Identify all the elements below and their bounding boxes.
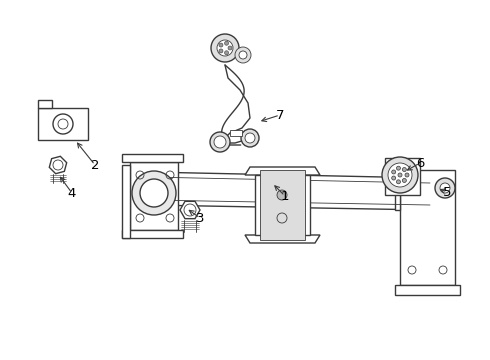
Circle shape	[140, 179, 168, 207]
Polygon shape	[260, 170, 305, 240]
Polygon shape	[130, 162, 178, 230]
Circle shape	[245, 133, 255, 143]
Circle shape	[402, 167, 406, 171]
Circle shape	[210, 132, 230, 152]
Polygon shape	[38, 108, 88, 140]
Circle shape	[211, 34, 239, 62]
Circle shape	[277, 190, 287, 200]
Circle shape	[382, 157, 418, 193]
Circle shape	[241, 129, 259, 147]
Polygon shape	[400, 170, 455, 285]
Text: 7: 7	[276, 108, 284, 122]
Circle shape	[217, 40, 233, 56]
Text: 5: 5	[443, 185, 451, 198]
Polygon shape	[49, 156, 67, 174]
Circle shape	[214, 136, 226, 148]
Circle shape	[235, 47, 251, 63]
Circle shape	[239, 51, 247, 59]
Circle shape	[402, 179, 406, 183]
Text: 2: 2	[91, 158, 99, 171]
Polygon shape	[395, 285, 460, 295]
Circle shape	[224, 51, 228, 55]
Text: 3: 3	[196, 212, 204, 225]
Polygon shape	[255, 175, 310, 235]
Polygon shape	[245, 167, 320, 175]
Text: 6: 6	[416, 157, 424, 170]
Circle shape	[405, 173, 409, 177]
Circle shape	[396, 180, 400, 184]
Circle shape	[219, 49, 223, 53]
Polygon shape	[395, 170, 400, 210]
Circle shape	[398, 173, 402, 177]
Circle shape	[440, 183, 450, 193]
Polygon shape	[122, 230, 183, 238]
Polygon shape	[148, 172, 430, 210]
Polygon shape	[38, 100, 52, 108]
Polygon shape	[180, 201, 200, 219]
Circle shape	[224, 41, 228, 45]
Text: 1: 1	[281, 189, 289, 202]
Polygon shape	[385, 158, 420, 195]
Polygon shape	[245, 235, 320, 243]
Circle shape	[396, 166, 400, 170]
Circle shape	[132, 171, 176, 215]
Circle shape	[392, 176, 396, 180]
Polygon shape	[230, 130, 242, 136]
Circle shape	[219, 43, 223, 47]
Circle shape	[228, 46, 232, 50]
Circle shape	[392, 170, 396, 174]
Polygon shape	[122, 165, 130, 238]
Circle shape	[388, 163, 412, 187]
Circle shape	[435, 178, 455, 198]
Polygon shape	[122, 154, 183, 162]
Text: 4: 4	[68, 186, 76, 199]
